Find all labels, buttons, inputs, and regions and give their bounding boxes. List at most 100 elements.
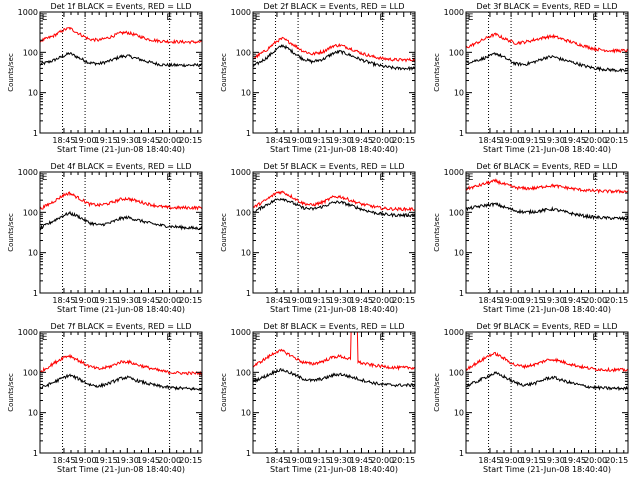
series-group xyxy=(466,351,628,392)
panel-det-5: Det 5f BLACK = Events, RED = LLD 1 10 100 10… xyxy=(220,162,416,314)
x-tick-label: 19:15 xyxy=(521,136,544,145)
y-tick-label: 1000 xyxy=(444,328,464,337)
x-axis-label: Start Time (21-Jun-08 18:40:40) xyxy=(57,305,185,314)
y-tick-label: 1 xyxy=(33,129,38,138)
plot-frame xyxy=(465,331,629,454)
x-tick-label: 19:00 xyxy=(500,456,523,465)
panel-det-3: Det 3f BLACK = Events, RED = LLD 1 10 100 10… xyxy=(433,2,629,154)
y-tick-label: 10 xyxy=(454,409,464,418)
panel-det-2: Det 2f BLACK = Events, RED = LLD 1 10 100 10… xyxy=(220,2,416,154)
y-axis-label: Counts/sec xyxy=(433,53,441,92)
y-axis-label: Counts/sec xyxy=(7,373,15,412)
series-line-events xyxy=(40,210,202,231)
series-line-lld xyxy=(253,36,415,63)
y-tick-label: 10 xyxy=(241,409,251,418)
panel-title: Det 3f BLACK = Events, RED = LLD xyxy=(476,2,617,11)
x-axis-label: Start Time (21-Jun-08 18:40:40) xyxy=(270,145,398,154)
x-tick-label: 19:45 xyxy=(350,296,373,305)
panel-det-1: Det 1f BLACK = Events, RED = LLD 1 10 100 10… xyxy=(7,2,203,154)
y-tick-label: 1 xyxy=(459,129,464,138)
y-tick-label: 1000 xyxy=(231,168,251,177)
x-tick-label: 20:15 xyxy=(392,296,415,305)
y-axis-label: Counts/sec xyxy=(220,53,228,92)
y-tick-label: 1000 xyxy=(18,168,38,177)
x-tick-label: 20:15 xyxy=(605,136,628,145)
x-tick-label: 19:00 xyxy=(500,296,523,305)
y-tick-label: 1 xyxy=(246,289,251,298)
y-tick-label: 100 xyxy=(449,208,464,217)
x-tick-label: 19:45 xyxy=(563,136,586,145)
x-tick-label: 19:00 xyxy=(74,456,97,465)
x-tick-label: 20:00 xyxy=(371,456,394,465)
x-tick-label: 19:30 xyxy=(116,456,139,465)
series-group xyxy=(253,190,415,219)
series-group xyxy=(466,178,628,222)
y-tick-label: 10 xyxy=(28,409,38,418)
y-tick-label: 10 xyxy=(241,249,251,258)
plot-frame xyxy=(252,11,416,134)
panel-title: Det 4f BLACK = Events, RED = LLD xyxy=(50,162,191,171)
night-marker-label: E xyxy=(379,13,385,23)
x-tick-label: 19:15 xyxy=(95,296,118,305)
x-tick-label: 19:30 xyxy=(542,456,565,465)
series-line-lld xyxy=(253,332,415,372)
night-marker-label: E xyxy=(255,13,261,23)
x-tick-label: 18:45 xyxy=(265,456,288,465)
plot-frame xyxy=(39,171,203,294)
x-tick-label: 18:45 xyxy=(52,296,75,305)
x-tick-label: 19:15 xyxy=(308,136,331,145)
y-axis-label: Counts/sec xyxy=(433,213,441,252)
series-line-lld xyxy=(466,351,628,373)
y-tick-label: 10 xyxy=(454,89,464,98)
panel-det-4: Det 4f BLACK = Events, RED = LLD 1 10 100 10… xyxy=(7,162,203,314)
x-tick-label: 19:00 xyxy=(74,296,97,305)
x-tick-label: 19:15 xyxy=(521,456,544,465)
panel-title: Det 9f BLACK = Events, RED = LLD xyxy=(476,322,617,331)
night-marker-label: E xyxy=(255,173,261,183)
panel-title: Det 1f BLACK = Events, RED = LLD xyxy=(50,2,191,11)
x-tick-label: 19:45 xyxy=(350,136,373,145)
y-tick-label: 10 xyxy=(241,89,251,98)
night-marker-label: E xyxy=(166,173,172,183)
x-tick-label: 19:45 xyxy=(350,456,373,465)
x-tick-label: 19:15 xyxy=(308,456,331,465)
night-marker-label: E xyxy=(592,13,598,23)
panel-title: Det 8f BLACK = Events, RED = LLD xyxy=(263,322,404,331)
panel-det-9: Det 9f BLACK = Events, RED = LLD 1 10 100 10… xyxy=(433,322,629,474)
night-marker-label: E xyxy=(468,173,474,183)
y-tick-label: 1000 xyxy=(231,328,251,337)
night-marker-label: E xyxy=(379,333,385,343)
x-tick-label: 19:45 xyxy=(137,136,160,145)
y-tick-label: 1 xyxy=(459,449,464,458)
x-axis-label: Start Time (21-Jun-08 18:40:40) xyxy=(483,145,611,154)
x-axis-label: Start Time (21-Jun-08 18:40:40) xyxy=(483,305,611,314)
series-line-events xyxy=(466,52,628,73)
x-tick-label: 19:15 xyxy=(95,456,118,465)
x-tick-label: 18:45 xyxy=(265,136,288,145)
plot-frame xyxy=(39,331,203,454)
x-tick-label: 20:15 xyxy=(605,296,628,305)
x-tick-label: 18:45 xyxy=(478,296,501,305)
night-marker-label: E xyxy=(592,333,598,343)
panel-det-6: Det 6f BLACK = Events, RED = LLD 1 10 100 10… xyxy=(433,162,629,314)
x-tick-label: 20:00 xyxy=(371,296,394,305)
y-axis-label: Counts/sec xyxy=(220,213,228,252)
panel-title: Det 2f BLACK = Events, RED = LLD xyxy=(263,2,404,11)
night-marker-label: E xyxy=(42,173,48,183)
x-tick-label: 19:15 xyxy=(308,296,331,305)
y-axis-label: Counts/sec xyxy=(7,213,15,252)
x-tick-label: 19:30 xyxy=(329,456,352,465)
series-line-lld xyxy=(466,178,628,195)
series-group xyxy=(253,332,415,388)
panel-title: Det 7f BLACK = Events, RED = LLD xyxy=(50,322,191,331)
y-tick-label: 100 xyxy=(23,208,38,217)
panel-det-7: Det 7f BLACK = Events, RED = LLD 1 10 100 10… xyxy=(7,322,203,474)
x-tick-label: 18:45 xyxy=(478,456,501,465)
x-tick-label: 19:30 xyxy=(116,136,139,145)
plot-frame xyxy=(465,171,629,294)
y-axis-label: Counts/sec xyxy=(220,373,228,412)
y-tick-label: 10 xyxy=(28,249,38,258)
night-marker-label: E xyxy=(592,173,598,183)
plot-frame xyxy=(252,171,416,294)
y-tick-label: 10 xyxy=(28,89,38,98)
